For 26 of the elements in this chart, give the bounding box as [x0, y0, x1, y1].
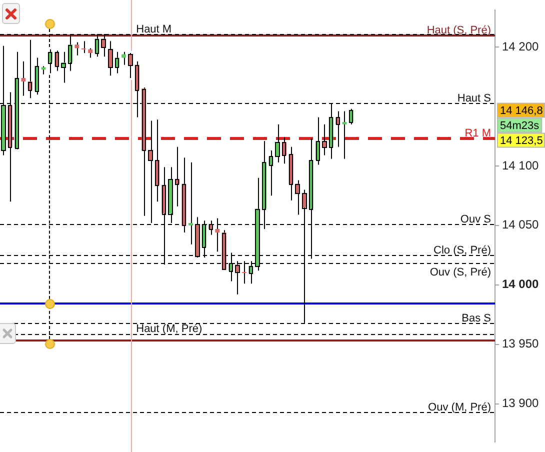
y-tick-label: 13 950 [502, 336, 540, 351]
text: 14 123,5 [500, 134, 543, 147]
ref-line-label: Haut S [457, 92, 492, 104]
y-tick-label: 13 900 [502, 396, 540, 410]
ref-line-label: Clo (S, Pré) [434, 244, 492, 257]
text: 54m23s [500, 120, 540, 132]
candlestick [188, 162, 193, 245]
candlestick [122, 51, 126, 66]
candlestick [21, 60, 26, 96]
candlestick [81, 40, 86, 54]
ref-line-label: Haut M [136, 23, 172, 36]
ref-line-label: Ouv (S, Pré) [430, 266, 491, 278]
ref-line-label: Haut (S, Pré) [426, 24, 492, 37]
ref-line-label: R1 M [464, 128, 491, 140]
ref-line-label: Bas S [462, 312, 492, 324]
ref-line-label: Haut (M, Pré) [136, 323, 202, 336]
y-tick-label: 14 000 [502, 277, 540, 292]
candlestick [88, 48, 93, 58]
y-tick-label: 14 050 [502, 218, 540, 232]
ref-line-label: Ouv S [460, 214, 492, 226]
ref-line-label: Ouv (M, Pré) [428, 402, 492, 414]
candlestick [342, 110, 347, 160]
y-tick-label: 14 100 [502, 158, 540, 172]
candlestick [74, 42, 80, 56]
text: 14 146,8 [500, 104, 543, 117]
y-tick-label: 14 200 [502, 39, 540, 54]
